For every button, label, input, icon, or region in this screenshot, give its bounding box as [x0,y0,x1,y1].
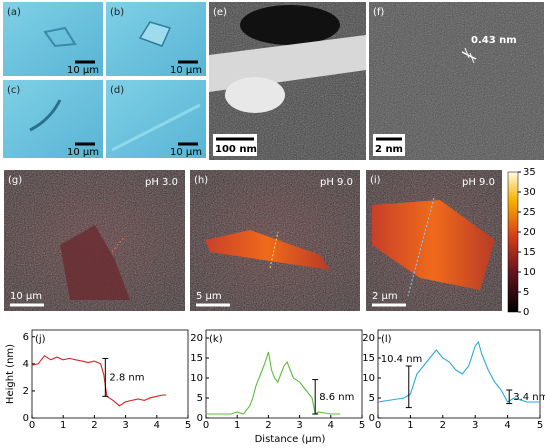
profile-line [31,354,167,407]
scale-bar-label: 100 nm [215,144,257,155]
scale-bar-label: 10 µm [170,65,202,76]
x-tick-label: 2 [440,420,446,431]
panel-label: (f) [373,7,384,18]
colorbar-tick-label: 25 [523,207,536,218]
y-tick-label: 20 [362,333,375,344]
x-tick-label: 3 [296,420,302,431]
y-tick-label: 0 [369,413,375,424]
plot-frame [205,329,363,419]
y-tick-label: 10 [362,373,375,384]
profile-line [111,235,126,253]
spacing-marker [461,51,477,60]
panel-label: (l) [381,334,392,345]
blob [225,77,285,113]
scale-bar-label: 10 µm [10,291,42,302]
panel-label: (j) [35,334,46,345]
flake-shape [205,230,330,270]
scale-bar-label: 10 µm [67,147,99,158]
annotation: 3.4 nm [513,392,545,403]
hole [240,5,340,45]
x-tick-label: 4 [154,420,160,431]
colorbar-tick-label: 15 [523,247,536,258]
scale-bar-label: 10 µm [170,147,202,158]
optical-image [3,2,103,76]
profile-line [206,351,341,415]
x-tick-label: 1 [407,420,413,431]
x-axis-label: Distance (µm) [255,434,326,445]
y-tick-label: 0 [23,413,29,424]
scale-bar-label: 2 nm [375,144,403,155]
y-tick-label: 4 [23,359,29,370]
profile-line [407,197,435,297]
panel-label: (k) [209,334,223,345]
x-tick-label: 2 [91,420,97,431]
y-tick-label: 5 [369,393,375,404]
x-tick-label: 4 [328,420,334,431]
flake-shape [138,21,172,47]
flake-shape [60,225,130,300]
colorbar-tick-label: 20 [523,227,536,238]
x-tick-label: 5 [537,420,543,431]
x-tick-label: 0 [375,420,381,431]
flake-shape [43,26,77,48]
y-tick-label: 15 [190,353,203,364]
condition-label: pH 3.0 [145,177,178,188]
colorbar-tick-label: 10 [523,267,536,278]
condition-label: pH 9.0 [462,177,495,188]
scale-bar-label: 2 µm [372,291,398,302]
annotation: 8.6 nm [319,392,354,403]
y-tick-label: 2 [23,386,29,397]
spacing-marker [464,47,470,59]
x-tick-label: 0 [203,420,209,431]
panel-label: (h) [194,175,208,186]
x-tick-label: 1 [60,420,66,431]
panel-label: (g) [8,175,22,186]
fiber-shape [29,99,62,132]
x-tick-label: 3 [122,420,128,431]
colorbar-tick-label: 0 [523,307,529,318]
y-tick-label: 20 [190,333,203,344]
x-tick-label: 5 [185,420,191,431]
x-tick-label: 4 [504,420,510,431]
plot-frame [377,329,541,419]
panel-label: (b) [110,7,124,18]
fiber-shape [111,103,201,152]
scale-bar-label: 10 µm [67,65,99,76]
panel-label: (i) [370,175,381,186]
x-tick-label: 2 [265,420,271,431]
x-tick-label: 0 [29,420,35,431]
panel-label: (c) [7,85,20,96]
panel-label: (e) [213,7,227,18]
flake-shape [372,200,495,290]
condition-label: pH 9.0 [320,177,353,188]
annotation: 10.4 nm [381,354,423,365]
spacing-marker [469,52,475,64]
colorbar-tick-label: 30 [523,187,536,198]
y-tick-label: 5 [197,393,203,404]
x-tick-label: 3 [472,420,478,431]
annotation: 2.8 nm [109,372,144,383]
x-tick-label: 5 [359,420,365,431]
y-tick-label: 6 [23,332,29,343]
colorbar [507,171,519,313]
y-tick-label: 15 [362,353,375,364]
panel-label: (a) [7,7,21,18]
colorbar-tick-label: 5 [523,287,529,298]
lattice-spacing: 0.43 nm [471,35,517,46]
y-axis-label: Height (nm) [5,344,16,404]
y-tick-label: 0 [197,413,203,424]
profile-line [377,340,540,403]
x-tick-label: 1 [234,420,240,431]
panel-label: (d) [110,85,124,96]
y-tick-label: 10 [190,373,203,384]
colorbar-tick-label: 35 [523,167,536,178]
plot-frame [31,329,189,419]
scale-bar-label: 5 µm [196,291,222,302]
